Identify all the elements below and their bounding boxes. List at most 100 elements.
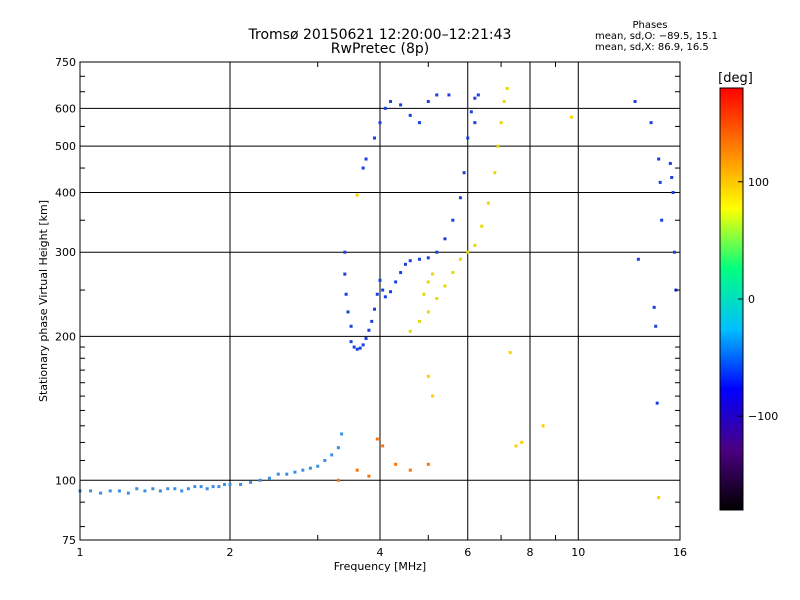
data-point	[502, 100, 506, 104]
data-point	[389, 100, 393, 104]
y-tick-label: 300	[55, 246, 76, 259]
data-point	[308, 466, 312, 470]
data-point	[346, 310, 350, 314]
data-point	[408, 259, 412, 263]
data-point	[514, 444, 518, 448]
x-tick-label: 2	[227, 546, 234, 559]
data-point	[422, 292, 426, 296]
data-point	[426, 374, 430, 378]
data-point	[508, 351, 512, 355]
data-point	[458, 257, 462, 261]
data-point	[381, 288, 385, 292]
data-point	[394, 462, 398, 466]
data-point	[180, 489, 184, 493]
data-point	[426, 280, 430, 284]
data-point	[408, 468, 412, 472]
data-point	[378, 121, 382, 125]
data-point	[458, 196, 462, 200]
y-tick-label: 750	[55, 56, 76, 69]
data-point	[654, 324, 658, 328]
data-point	[373, 136, 377, 140]
data-point	[655, 401, 659, 405]
data-point	[447, 93, 451, 97]
y-tick-label: 100	[55, 474, 76, 487]
data-point	[473, 243, 477, 247]
data-point	[276, 472, 280, 476]
data-point	[355, 347, 359, 351]
data-point	[476, 93, 480, 97]
data-point	[349, 340, 353, 344]
phase-info-o: mean, sd,O: −89.5, 15.1	[595, 31, 718, 42]
data-point	[301, 468, 305, 472]
data-point	[358, 346, 362, 350]
x-axis-label: Frequency [MHz]	[334, 560, 426, 573]
data-point	[99, 491, 103, 495]
y-tick-label: 600	[55, 102, 76, 115]
data-point	[652, 305, 656, 309]
data-point	[403, 262, 407, 266]
x-tick-label: 4	[377, 546, 384, 559]
data-point	[658, 180, 662, 184]
data-point	[126, 491, 130, 495]
data-point	[355, 193, 359, 197]
data-point	[316, 464, 320, 468]
data-point	[166, 487, 170, 491]
data-point	[349, 324, 353, 328]
data-points	[78, 87, 678, 500]
data-point	[117, 489, 121, 493]
data-point	[336, 446, 340, 450]
data-point	[344, 292, 348, 296]
data-point	[426, 310, 430, 314]
data-point	[473, 96, 477, 100]
data-point	[293, 470, 297, 474]
data-point	[135, 487, 139, 491]
data-point	[367, 328, 371, 332]
chart-subtitle: RwPretec (8p)	[330, 41, 430, 57]
data-point	[361, 166, 365, 170]
phase-info-x: mean, sd,X: 86.9, 16.5	[595, 42, 709, 53]
data-point	[431, 272, 435, 276]
data-point	[373, 307, 377, 311]
data-point	[520, 440, 524, 444]
data-point	[673, 250, 677, 254]
data-point	[426, 100, 430, 104]
chart-title: Tromsø 20150621 12:20:00–12:21:43	[248, 27, 512, 43]
data-point	[199, 485, 203, 489]
colorbar-tick-label: 0	[748, 293, 755, 306]
data-point	[408, 113, 412, 117]
data-point	[223, 482, 227, 486]
data-point	[426, 256, 430, 260]
data-point	[462, 171, 466, 175]
data-point	[378, 278, 382, 282]
data-point	[186, 487, 190, 491]
data-point	[493, 171, 497, 175]
data-point	[399, 271, 403, 275]
data-point	[399, 103, 403, 107]
data-point	[89, 489, 93, 493]
data-point	[158, 489, 162, 493]
data-point	[239, 482, 243, 486]
data-point	[505, 87, 509, 91]
grid-lines	[80, 62, 680, 540]
colorbar-tick-label: −100	[748, 410, 778, 423]
data-point	[451, 271, 455, 275]
data-point	[426, 462, 430, 466]
data-point	[364, 336, 368, 340]
axis-ticks: 1 2 4 6 8 10 16 75 100 200 300 400 500 600 750	[55, 56, 687, 559]
data-point	[343, 272, 347, 276]
data-point	[486, 201, 490, 205]
data-point	[258, 478, 262, 482]
data-point	[381, 444, 385, 448]
data-point	[417, 121, 421, 125]
data-point	[361, 343, 365, 347]
data-point	[352, 345, 356, 349]
data-point	[451, 218, 455, 222]
data-point	[249, 480, 253, 484]
x-tick-label: 16	[673, 546, 687, 559]
phase-info: Phases mean, sd,O: −89.5, 15.1 mean, sd,…	[595, 20, 718, 53]
data-point	[435, 297, 439, 301]
phase-info-title: Phases	[632, 20, 668, 31]
data-point	[370, 319, 374, 323]
y-axis-label: Stationary phase Virtual Height [km]	[37, 200, 50, 402]
data-point	[668, 161, 672, 165]
